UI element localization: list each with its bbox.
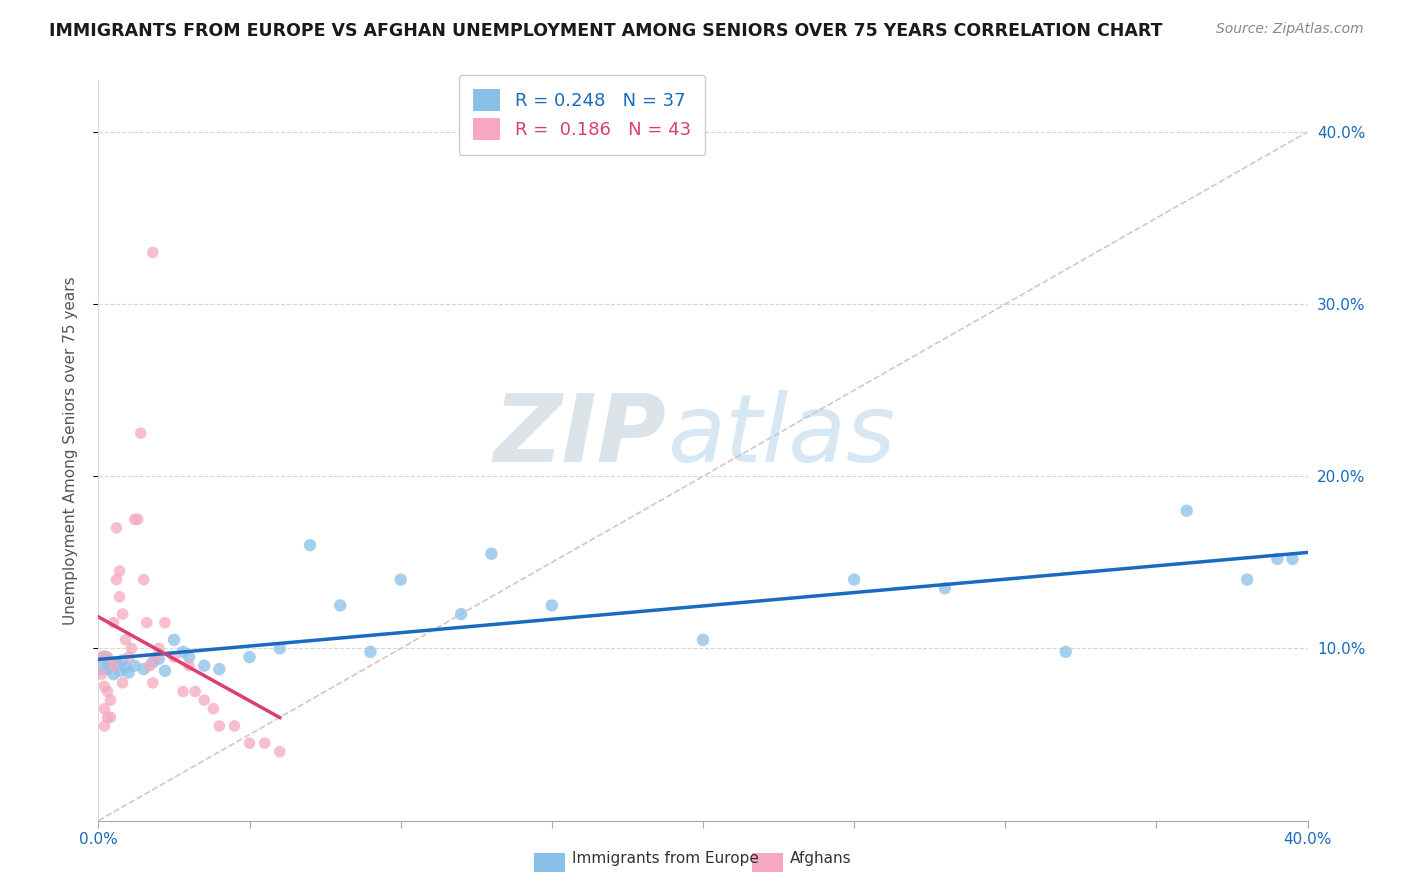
Point: [93, 679, 115, 693]
Point: [135, 615, 157, 630]
Point: [1236, 573, 1258, 587]
Text: Immigrants from Europe: Immigrants from Europe: [572, 851, 759, 865]
Point: [179, 658, 201, 673]
Point: [139, 658, 162, 673]
Point: [193, 693, 215, 707]
Text: atlas: atlas: [666, 390, 896, 481]
Point: [114, 660, 136, 674]
Point: [145, 650, 167, 665]
Point: [269, 641, 291, 656]
Point: [100, 710, 122, 724]
Point: [224, 719, 246, 733]
Point: [184, 684, 207, 698]
FancyBboxPatch shape: [534, 853, 565, 872]
Point: [172, 684, 194, 698]
Point: [114, 632, 136, 647]
Point: [299, 538, 322, 552]
Point: [132, 573, 155, 587]
Point: [163, 650, 186, 665]
Point: [193, 658, 215, 673]
Point: [90, 650, 112, 665]
Point: [111, 653, 134, 667]
Point: [108, 590, 131, 604]
Point: [90, 658, 112, 673]
Point: [450, 607, 472, 621]
Point: [93, 719, 115, 733]
Point: [118, 650, 141, 665]
Point: [1267, 552, 1289, 566]
Point: [93, 702, 115, 716]
Point: [153, 615, 176, 630]
Point: [96, 710, 118, 724]
Point: [90, 667, 112, 681]
Point: [93, 650, 115, 665]
Point: [1281, 552, 1303, 566]
Text: ZIP: ZIP: [494, 390, 666, 482]
Point: [105, 657, 128, 671]
Point: [208, 719, 231, 733]
Point: [540, 599, 562, 613]
Point: [172, 645, 194, 659]
Point: [179, 650, 201, 665]
Point: [105, 521, 128, 535]
Point: [132, 662, 155, 676]
Point: [934, 581, 956, 595]
Point: [142, 676, 165, 690]
FancyBboxPatch shape: [752, 853, 783, 872]
Point: [692, 632, 714, 647]
Point: [329, 599, 352, 613]
Point: [360, 645, 382, 659]
Point: [103, 615, 125, 630]
Point: [253, 736, 276, 750]
Point: [202, 702, 225, 716]
Point: [100, 655, 122, 669]
Point: [1054, 645, 1077, 659]
Y-axis label: Unemployment Among Seniors over 75 years: Unemployment Among Seniors over 75 years: [63, 277, 77, 624]
Point: [100, 693, 122, 707]
Point: [124, 512, 146, 526]
Point: [103, 658, 125, 673]
Point: [142, 655, 165, 669]
Text: Source: ZipAtlas.com: Source: ZipAtlas.com: [1216, 22, 1364, 37]
Point: [389, 573, 412, 587]
Point: [111, 607, 134, 621]
Point: [111, 676, 134, 690]
Point: [208, 662, 231, 676]
Text: Afghans: Afghans: [790, 851, 852, 865]
Point: [481, 547, 503, 561]
Point: [148, 652, 170, 666]
Point: [105, 573, 128, 587]
Point: [844, 573, 866, 587]
Point: [269, 745, 291, 759]
Point: [239, 736, 262, 750]
Point: [1175, 504, 1198, 518]
Point: [103, 667, 125, 681]
Point: [127, 512, 149, 526]
Legend: R = 0.248   N = 37, R =  0.186   N = 43: R = 0.248 N = 37, R = 0.186 N = 43: [458, 75, 706, 154]
Point: [96, 662, 118, 676]
Point: [148, 641, 170, 656]
Point: [121, 641, 143, 656]
Point: [108, 564, 131, 578]
Point: [118, 665, 141, 680]
Point: [124, 658, 146, 673]
Point: [108, 664, 131, 678]
Point: [163, 632, 186, 647]
Point: [96, 650, 118, 665]
Point: [239, 650, 262, 665]
Point: [96, 684, 118, 698]
Point: [129, 426, 152, 441]
Point: [153, 664, 176, 678]
Text: IMMIGRANTS FROM EUROPE VS AFGHAN UNEMPLOYMENT AMONG SENIORS OVER 75 YEARS CORREL: IMMIGRANTS FROM EUROPE VS AFGHAN UNEMPLO…: [49, 22, 1163, 40]
Point: [142, 245, 165, 260]
